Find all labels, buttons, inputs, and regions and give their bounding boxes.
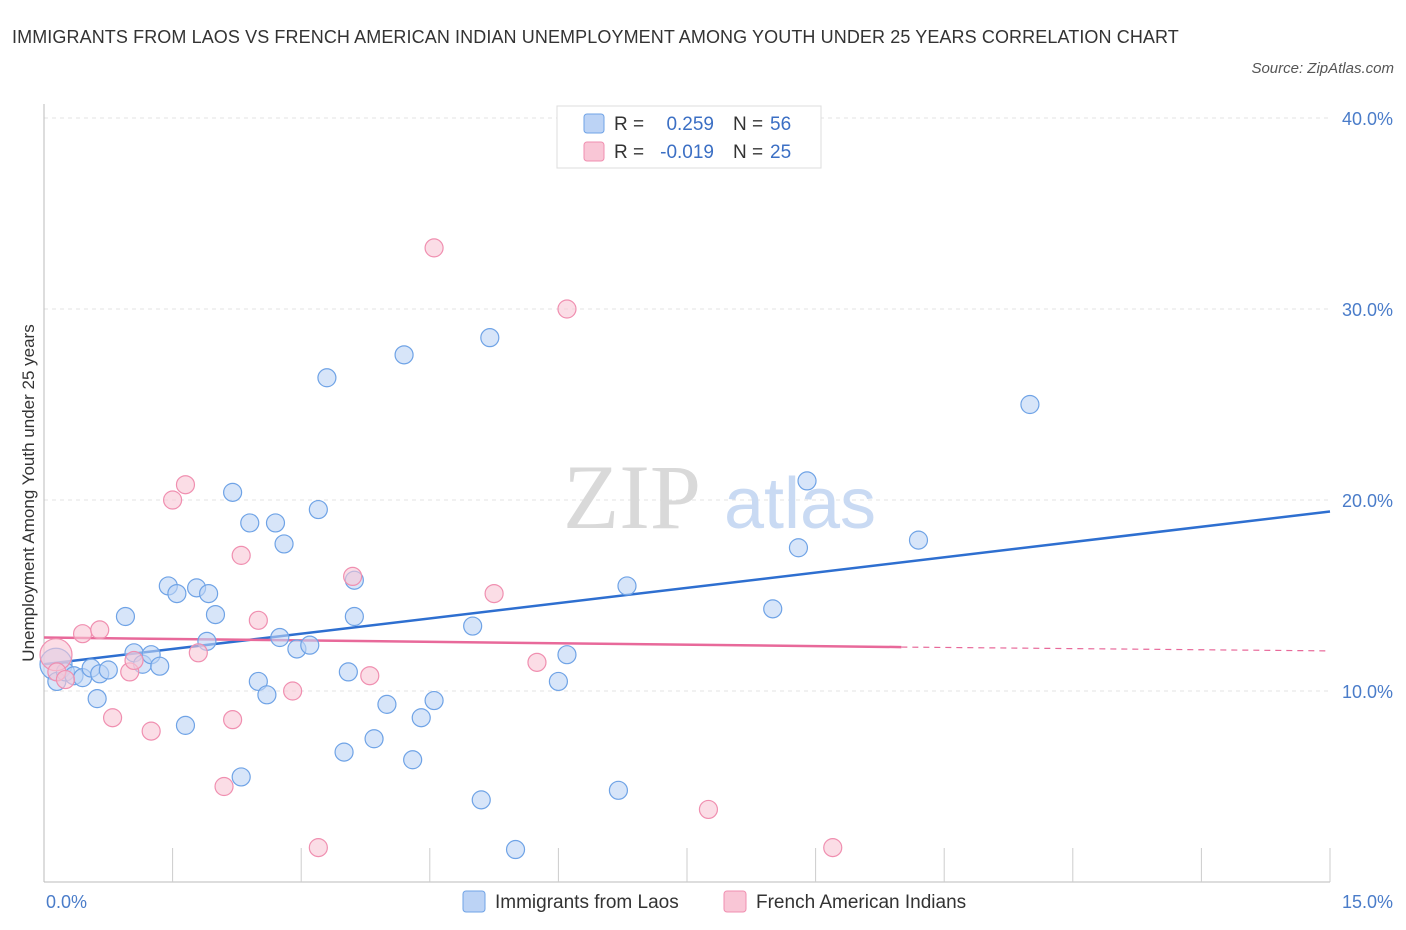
legend-blue-swatch (583, 113, 605, 134)
y-tick-label: 10.0% (1342, 682, 1393, 702)
watermark-zip: ZIP (563, 446, 701, 548)
laos-point-20 (205, 604, 226, 625)
french-american-indian-point-17 (308, 838, 328, 858)
legend-pink-r-value: -0.019 (660, 142, 714, 163)
laos-point-13 (150, 656, 170, 676)
french-american-indian-point-22 (527, 652, 547, 672)
y-tick-label: 40.0% (1342, 109, 1393, 129)
pink-trend-line (901, 646, 1331, 652)
laos-point-35 (344, 606, 364, 627)
laos-point-33 (334, 742, 354, 762)
laos-point-46 (505, 839, 526, 860)
chart-title: IMMIGRANTS FROM LAOS VS FRENCH AMERICAN … (12, 27, 1179, 47)
laos-point-26 (265, 513, 286, 533)
laos-point-34 (338, 662, 358, 682)
laos-point-44 (471, 790, 491, 810)
y-axis-label: Unemployment Among Youth under 25 years (19, 324, 38, 661)
laos-point-53 (797, 471, 817, 491)
french-american-indian-point-13 (223, 710, 243, 730)
tick-labels: 10.0% 20.0% 30.0% 40.0% 0.0% 15.0% (46, 109, 1393, 912)
legend-pink-n-value: 25 (770, 142, 791, 163)
laos-point-40 (403, 750, 423, 770)
french-american-indian-point-21 (484, 583, 504, 604)
french-american-indian-point-24 (698, 799, 719, 820)
legend-pink-swatch (583, 141, 605, 162)
french-american-indian-point-25 (823, 838, 843, 858)
bottom-legend-pink-swatch (723, 890, 747, 913)
laos-point-47 (548, 671, 569, 692)
legend-blue-n-label: N = (733, 114, 763, 135)
french-american-indian-point-19 (360, 666, 380, 686)
bottom-legend-blue-swatch (462, 890, 486, 913)
laos-point-27 (270, 627, 290, 648)
laos-point-30 (300, 635, 320, 655)
x-tick-label-min: 0.0% (46, 892, 87, 912)
french-american-indian-point-2 (55, 669, 76, 690)
trend-lines (43, 510, 1331, 666)
laos-point-7 (98, 660, 118, 680)
laos-point-49 (608, 780, 629, 800)
axes (43, 104, 1331, 883)
french-american-indian-point-4 (90, 620, 110, 640)
laos-point-28 (274, 534, 294, 554)
laos-point-38 (377, 694, 397, 714)
laos-point-50 (617, 576, 637, 596)
laos-point-15 (167, 583, 187, 604)
laos-point-32 (317, 368, 337, 388)
laos-point-31 (308, 499, 328, 520)
laos-point-23 (240, 513, 260, 533)
french-american-indian-point-11 (188, 643, 208, 663)
laos-point-41 (411, 708, 431, 728)
french-american-indian-point-5 (102, 708, 123, 728)
french-american-indian-point-3 (72, 624, 93, 644)
laos-point-8 (87, 689, 107, 709)
french-american-indian-point-9 (163, 490, 183, 510)
french-american-indian-point-16 (283, 681, 303, 701)
french-american-indian-point-15 (248, 610, 268, 630)
french-american-indian-point-12 (214, 776, 234, 797)
grid-lines (44, 117, 1330, 692)
legend-blue-r-label: R = (614, 114, 644, 135)
legend-blue-r-value: 0.259 (666, 114, 714, 135)
bottom-legend: Immigrants from Laos French American Ind… (462, 890, 966, 913)
legend-box: R = 0.259 N = 56 R = -0.019 N = 25 (556, 105, 822, 169)
laos-point-51 (763, 599, 783, 619)
laos-point-19 (199, 583, 219, 604)
laos-point-22 (231, 767, 251, 787)
laos-point-39 (394, 345, 414, 365)
source-label: Source: ZipAtlas.com (1251, 60, 1394, 77)
legend-blue-n-value: 56 (770, 114, 791, 135)
french-american-indian-point-7 (124, 650, 144, 671)
data-points (39, 238, 1040, 860)
y-tick-label: 20.0% (1342, 491, 1393, 511)
french-american-indian-point-23 (557, 299, 577, 319)
legend-pink-n-label: N = (733, 142, 763, 163)
french-american-indian-point-14 (231, 545, 251, 565)
french-american-indian-point-20 (424, 238, 444, 258)
bottom-legend-pink-label: French American Indians (756, 892, 966, 913)
laos-point-9 (115, 606, 136, 627)
laos-point-21 (223, 482, 243, 502)
bottom-legend-blue-label: Immigrants from Laos (495, 892, 679, 913)
x-tick-label-max: 15.0% (1342, 892, 1393, 912)
french-american-indian-point-18 (343, 566, 363, 587)
laos-point-43 (463, 616, 483, 636)
french-american-indian-point-10 (175, 475, 196, 495)
laos-point-48 (557, 645, 577, 665)
y-tick-label: 30.0% (1342, 300, 1393, 320)
pink-trend-line (43, 636, 902, 649)
laos-point-37 (364, 729, 384, 749)
laos-point-42 (424, 690, 444, 711)
laos-point-24 (248, 671, 268, 692)
laos-point-25 (257, 685, 277, 705)
watermark: ZIP atlas (563, 446, 876, 548)
laos-point-16 (175, 715, 196, 735)
laos-point-45 (480, 328, 500, 348)
french-american-indian-point-8 (141, 721, 161, 741)
laos-point-54 (908, 530, 929, 550)
laos-point-52 (788, 538, 809, 558)
laos-point-55 (1020, 394, 1040, 415)
legend-pink-r-label: R = (614, 142, 644, 163)
